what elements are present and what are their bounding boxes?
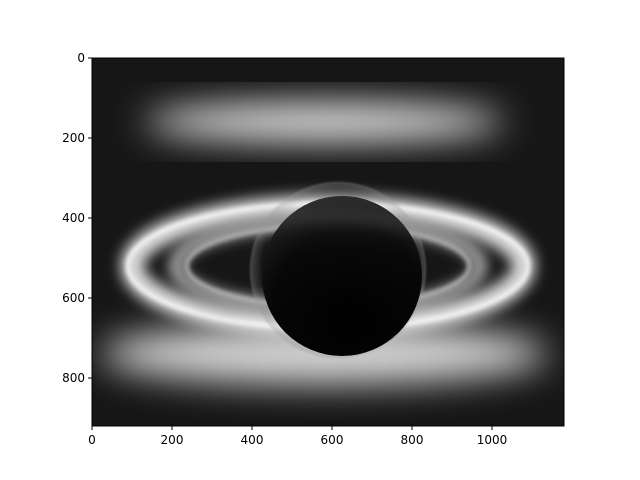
y-tick-label: 200 — [62, 131, 85, 145]
x-axis: 0 200 400 600 800 1000 — [88, 426, 507, 447]
x-tick-label: 0 — [88, 433, 96, 447]
x-tick-label: 800 — [401, 433, 424, 447]
planet-top-shading — [262, 196, 422, 356]
upper-glow — [144, 104, 504, 140]
y-tick-label: 600 — [62, 291, 85, 305]
axes-frame — [91, 57, 565, 427]
y-tick-label: 800 — [62, 371, 85, 385]
x-tick-label: 200 — [161, 433, 184, 447]
heatmap-image — [92, 58, 564, 426]
x-tick-label: 400 — [241, 433, 264, 447]
y-axis: 0 200 400 600 800 — [62, 51, 92, 385]
x-tick-label: 600 — [321, 433, 344, 447]
y-tick-label: 0 — [77, 51, 85, 65]
x-tick-label: 1000 — [477, 433, 508, 447]
y-tick-label: 400 — [62, 211, 85, 225]
ring-front-segment — [172, 213, 484, 327]
